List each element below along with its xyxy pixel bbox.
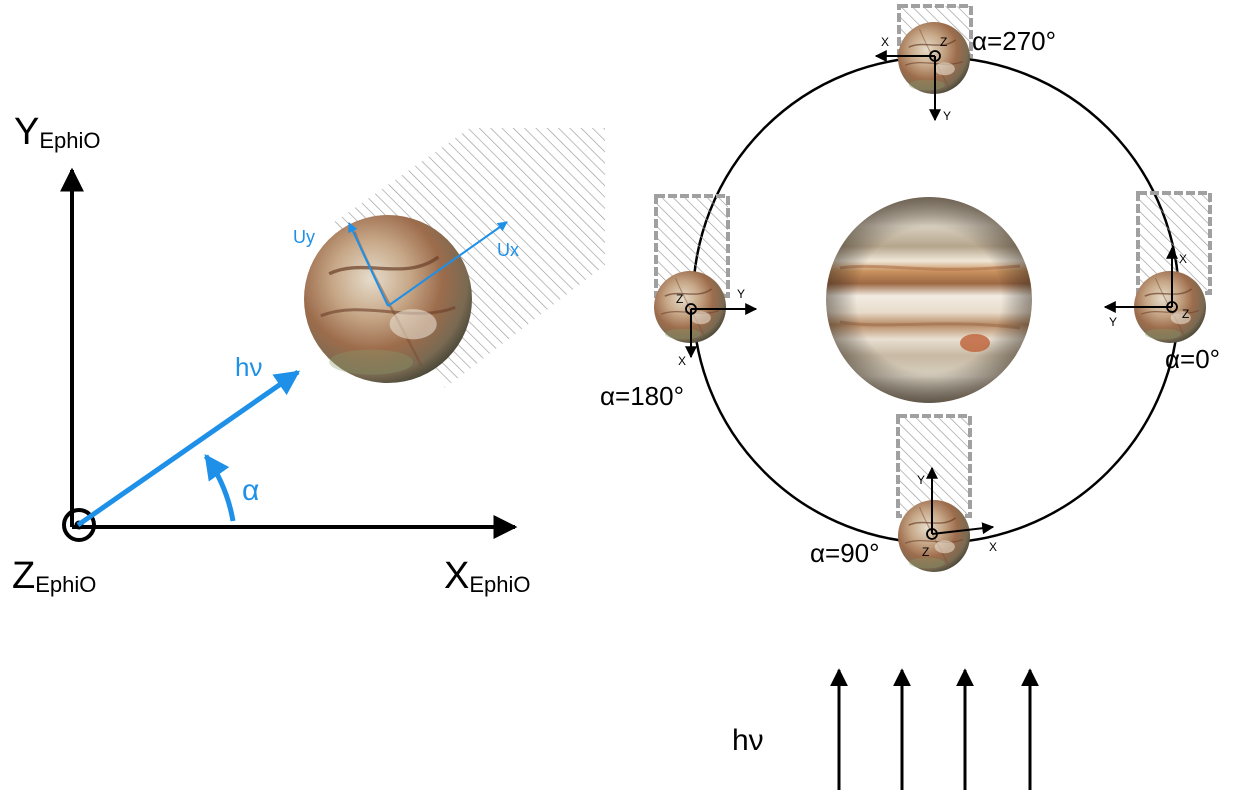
moon-ux-axis [387,221,508,307]
axis-label-phase-90-y: Y [917,473,925,487]
photon-label: hν [235,352,262,382]
moon-shadow-cylinder [330,128,605,388]
photon-direction-arrow [76,369,301,528]
phase-label-270: α=270° [972,26,1056,56]
incoming-sunlight: hν [732,668,1039,790]
axis-label-phase-0-x: X [1179,252,1187,266]
jupiter-planet-image [826,197,1032,403]
phase-angle-label: α [242,474,259,507]
sunlight-label: hν [732,724,764,757]
phase-angle-arc [203,453,236,522]
left-frame: YEphiO XEphiO ZEphiO hν α Ux Uy [12,111,605,597]
z-axis-origin-ring [62,508,96,542]
axis-label-phase-90-z: Z [922,545,929,559]
axis-label-phase-270-x: X [881,35,889,49]
axis-label-phase-180-x: X [678,354,686,368]
moon-ux-label: Ux [497,240,519,260]
phase-label-0: α=0° [1165,344,1220,374]
moon-phase-90: Y X Z α=90° [810,414,997,572]
axis-label-phase-180-y: Y [737,287,745,301]
moon-phase-0: X Y Z α=0° [1103,191,1220,374]
europa-moon-image [304,215,472,383]
moon-uy-axis [348,222,389,307]
axis-label-phase-0-y: Y [1109,315,1117,329]
axis-label-phase-180-z: Z [676,292,683,306]
phase-label-180: α=180° [600,381,684,411]
y-axis-label: YEphiO [14,111,101,153]
orbit-diagram: X Y Z α=0° Y X Z α=90° Y X Z α=1 [600,4,1220,572]
axis-label-phase-270-y: Y [943,109,951,123]
axis-label-phase-90-x: X [989,540,997,554]
moon-phase-180: Y X Z α=180° [600,194,758,411]
z-axis-label: ZEphiO [12,555,96,597]
x-arrow-phase-90 [931,522,995,535]
axis-label-phase-270-z: Z [940,35,947,49]
axis-label-phase-0-z: Z [1182,307,1189,321]
moon-phase-270: X Y Z α=270° [874,4,1056,123]
x-axis-label: XEphiO [444,555,531,597]
phase-label-90: α=90° [810,538,880,568]
europa-phase-90-image [898,500,970,572]
shadow-box-90 [896,414,972,518]
moon-uy-label: Uy [293,227,315,247]
